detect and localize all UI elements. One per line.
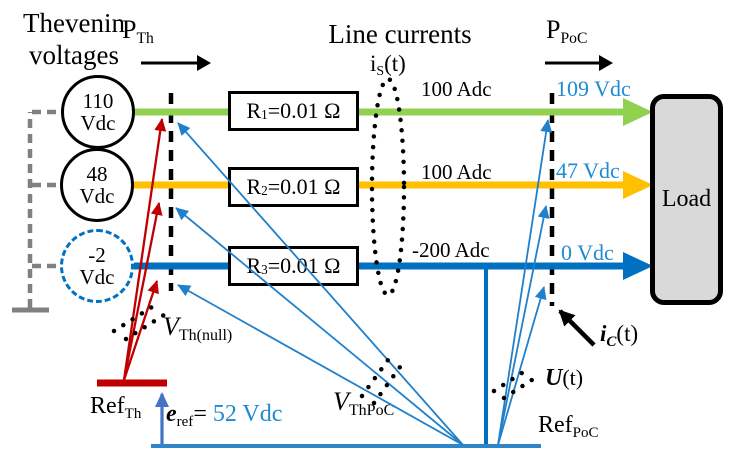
e-ref-base: e (166, 401, 177, 427)
i-c-rest: (t) (616, 321, 639, 346)
e-ref-label: eref= 52 Vdc (166, 401, 283, 430)
p-poc-label: PPoC (546, 15, 588, 47)
source-circle-1: 110 Vdc (61, 75, 135, 149)
source-circle-3: -2 Vdc (60, 229, 134, 303)
is-sub: S (376, 63, 385, 79)
ref-poc-label: RefPoC (538, 412, 599, 441)
r1-sub: 1 (261, 106, 268, 122)
ref-poc-base: Ref (538, 412, 573, 438)
v-th-null-base: V (163, 312, 179, 341)
r3-sub: 3 (261, 261, 268, 277)
is-base: i (370, 51, 377, 76)
thevenin-title-line1: Thevenin (23, 8, 125, 38)
ref-poc-sub: PoC (572, 424, 599, 441)
r2-rest: =0.01 Ω (267, 174, 341, 199)
poc-voltage-label-1: 109 Vdc (556, 76, 631, 101)
v-th-null-arrow-3 (122, 280, 159, 381)
source-3-unit: Vdc (79, 265, 115, 289)
line-currents-title: Line currents (328, 19, 472, 49)
is-rest: (t) (384, 51, 406, 76)
source-1-value: 110 (82, 88, 114, 113)
p-th-sub: Th (136, 29, 154, 47)
resistor-box-3: R 3 =0.01 Ω (228, 246, 359, 286)
i-c-label: iC(t) (600, 321, 639, 350)
source-1-unit: Vdc (80, 111, 116, 135)
u-t-label: U(t) (545, 365, 583, 392)
line-current-label-2: 100 Adc (421, 160, 492, 184)
r1-rest: =0.01 Ω (267, 98, 341, 123)
is-t-label: iS(t) (370, 51, 406, 79)
p-poc-base: P (546, 15, 561, 44)
source-2-value: 48 (86, 161, 108, 186)
u-t-base: U (545, 365, 563, 391)
e-ref-equals: = (193, 401, 213, 427)
p-th-label: PTh (122, 15, 154, 47)
v-th-null-probe-dots (111, 304, 167, 342)
p-poc-arrowhead (599, 55, 613, 71)
u-t-probe-dots (491, 366, 541, 401)
v-th-poc-base: V (333, 387, 349, 416)
source-circle-2: 48 Vdc (60, 148, 134, 222)
e-ref-sub: ref (176, 413, 194, 430)
r2-sub: 2 (261, 182, 268, 198)
is-current-loop (369, 76, 407, 298)
source-2-unit: Vdc (79, 184, 115, 208)
thevenin-voltages-title: Thevenin voltages (8, 8, 140, 72)
poc-voltage-label-3: 0 Vdc (561, 240, 614, 265)
i-c-sub: C (606, 333, 617, 350)
poc-voltage-label-2: 47 Vdc (556, 158, 620, 183)
e-ref-value: 52 Vdc (212, 401, 283, 427)
ref-th-label: RefTh (90, 393, 142, 422)
r3-base: R (246, 253, 262, 278)
i-c-arrow (558, 309, 596, 347)
r1-base: R (246, 98, 262, 123)
ref-th-base: Ref (90, 393, 125, 419)
ref-th-sub: Th (124, 405, 142, 422)
u-t-rest: (t) (562, 365, 584, 390)
line-current-label-1: 100 Adc (421, 77, 492, 101)
source-3-value: -2 (88, 242, 106, 267)
i-c-base: i (600, 321, 607, 346)
v-th-poc-sub: ThPoC (348, 401, 395, 419)
u-t-arrow-2 (497, 205, 550, 446)
u-t-arrow-1 (497, 119, 553, 446)
line-1-arrowhead (623, 98, 653, 126)
u-t-arrows (497, 119, 553, 446)
p-th-base: P (122, 15, 137, 44)
p-poc-sub: PoC (560, 29, 588, 47)
v-th-null-label: VTh(null) (163, 312, 233, 344)
v-th-poc-label: VThPoC (333, 387, 395, 419)
line-3-arrowhead (623, 252, 653, 280)
line-current-label-3: -200 Adc (412, 238, 490, 262)
ground-bus-stubs (32, 109, 62, 269)
v-th-null-sub: Th(null) (178, 326, 233, 344)
resistor-box-1: R 1 =0.01 Ω (228, 91, 359, 131)
r3-rest: =0.01 Ω (267, 253, 341, 278)
p-th-arrowhead (197, 55, 211, 71)
load-block: Load (650, 94, 723, 305)
v-th-null-arrow-2 (122, 202, 163, 381)
r2-base: R (246, 174, 262, 199)
resistor-box-2: R 2 =0.01 Ω (228, 167, 359, 207)
line-2-arrowhead (623, 171, 653, 199)
thevenin-title-line2: voltages (29, 39, 119, 70)
load-label: Load (661, 186, 712, 212)
